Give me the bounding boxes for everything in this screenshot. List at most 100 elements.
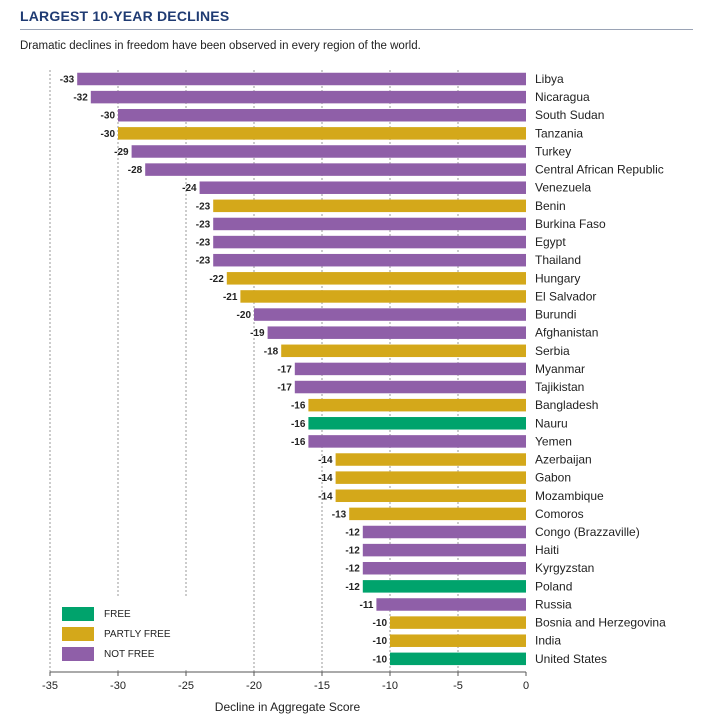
bar: [294, 380, 526, 394]
bar: [145, 163, 526, 176]
legend-label: PARTLY FREE: [104, 628, 171, 640]
country-label: Benin: [535, 199, 566, 213]
bar: [213, 217, 526, 231]
bar-value-label: -20: [237, 310, 252, 321]
country-label: Bosnia and Herzegovina: [535, 616, 666, 630]
bar-value-label: -21: [223, 292, 238, 303]
country-label: Nicaragua: [535, 90, 590, 104]
country-label: Hungary: [535, 271, 580, 285]
legend-swatch: [62, 647, 94, 661]
legend-label: NOT FREE: [104, 648, 155, 660]
bar-value-label: -13: [332, 509, 347, 520]
bar: [390, 634, 526, 647]
x-tick-label: -15: [314, 680, 330, 692]
country-label: India: [535, 634, 561, 648]
bar-value-label: -12: [345, 546, 360, 557]
legend-label: FREE: [104, 608, 131, 620]
country-label: Azerbaijan: [535, 453, 592, 467]
country-label: Afghanistan: [535, 326, 598, 340]
country-label: Kyrgyzstan: [535, 561, 594, 575]
country-label: Bangladesh: [535, 398, 598, 412]
bar-value-label: -23: [196, 201, 211, 212]
bar: [213, 235, 526, 249]
x-tick-label: -20: [246, 680, 262, 692]
legend-item: FREE: [62, 606, 131, 622]
country-label: Comoros: [535, 507, 584, 521]
legend-swatch: [62, 627, 94, 641]
country-label: South Sudan: [535, 108, 604, 122]
bar: [131, 145, 526, 158]
x-tick-label: -25: [178, 680, 194, 692]
bar-value-label: -16: [291, 419, 306, 430]
bar: [335, 453, 526, 466]
chart-subtitle: Dramatic declines in freedom have been o…: [20, 40, 421, 52]
bar-value-label: -32: [73, 93, 88, 104]
country-label: Tanzania: [535, 126, 583, 140]
bar: [335, 471, 526, 484]
bar: [199, 181, 526, 194]
bar-value-label: -22: [209, 274, 224, 285]
chart-title: LARGEST 10-YEAR DECLINES: [20, 8, 230, 24]
legend: FREE PARTLY FREE NOT FREE: [52, 598, 194, 670]
bar-value-label: -12: [345, 582, 360, 593]
bar-value-label: -23: [196, 256, 211, 267]
bar: [362, 525, 526, 539]
country-label: Mozambique: [535, 489, 604, 503]
legend-swatch: [62, 607, 94, 621]
country-label: Gabon: [535, 471, 571, 485]
country-label: Venezuela: [535, 181, 591, 195]
country-label: Burkina Faso: [535, 217, 606, 231]
bar-value-label: -29: [114, 147, 129, 158]
bar: [213, 253, 526, 267]
bar-value-label: -33: [60, 75, 75, 86]
bar: [226, 272, 527, 285]
bar-value-label: -10: [373, 636, 388, 647]
bar: [294, 362, 526, 376]
country-label: Serbia: [535, 344, 570, 358]
bar-value-label: -10: [373, 654, 388, 665]
bar: [77, 72, 526, 86]
x-tick-label: -35: [42, 680, 58, 692]
bar-value-label: -17: [277, 364, 292, 375]
country-label: Myanmar: [535, 362, 585, 376]
bar: [362, 580, 526, 593]
bar-value-label: -23: [196, 219, 211, 230]
legend-item: NOT FREE: [62, 646, 154, 662]
country-label: Tajikistan: [535, 380, 584, 394]
bar-value-label: -17: [277, 383, 292, 394]
bar: [118, 127, 526, 140]
country-label: Haiti: [535, 543, 559, 557]
bar: [362, 543, 526, 557]
bar-value-label: -24: [182, 183, 197, 194]
country-label: United States: [535, 652, 607, 666]
country-label: Thailand: [535, 253, 581, 267]
x-tick-label: 0: [523, 680, 529, 692]
bar: [118, 108, 526, 122]
bar: [254, 308, 526, 321]
bar: [362, 561, 526, 575]
title-divider: [20, 29, 693, 30]
bar: [390, 652, 526, 666]
bar-value-label: -16: [291, 401, 306, 412]
bar-value-label: -14: [318, 491, 333, 502]
x-tick-label: -10: [382, 680, 398, 692]
bar-value-label: -23: [196, 238, 211, 249]
bar-value-label: -18: [264, 346, 279, 357]
bar-value-label: -11: [359, 600, 373, 611]
x-tick-label: -5: [453, 680, 463, 692]
country-label: Russia: [535, 597, 572, 611]
country-label: El Salvador: [535, 289, 596, 303]
country-label: Central African Republic: [535, 163, 664, 177]
bar: [240, 290, 526, 303]
bar-value-label: -30: [101, 111, 116, 122]
country-label: Burundi: [535, 308, 576, 322]
bar: [335, 489, 526, 503]
bar: [349, 507, 526, 521]
legend-item: PARTLY FREE: [62, 626, 171, 642]
country-label: Libya: [535, 72, 564, 86]
bar-value-label: -28: [128, 165, 143, 176]
bar: [308, 435, 526, 448]
bar: [281, 344, 526, 358]
bar: [213, 199, 526, 213]
